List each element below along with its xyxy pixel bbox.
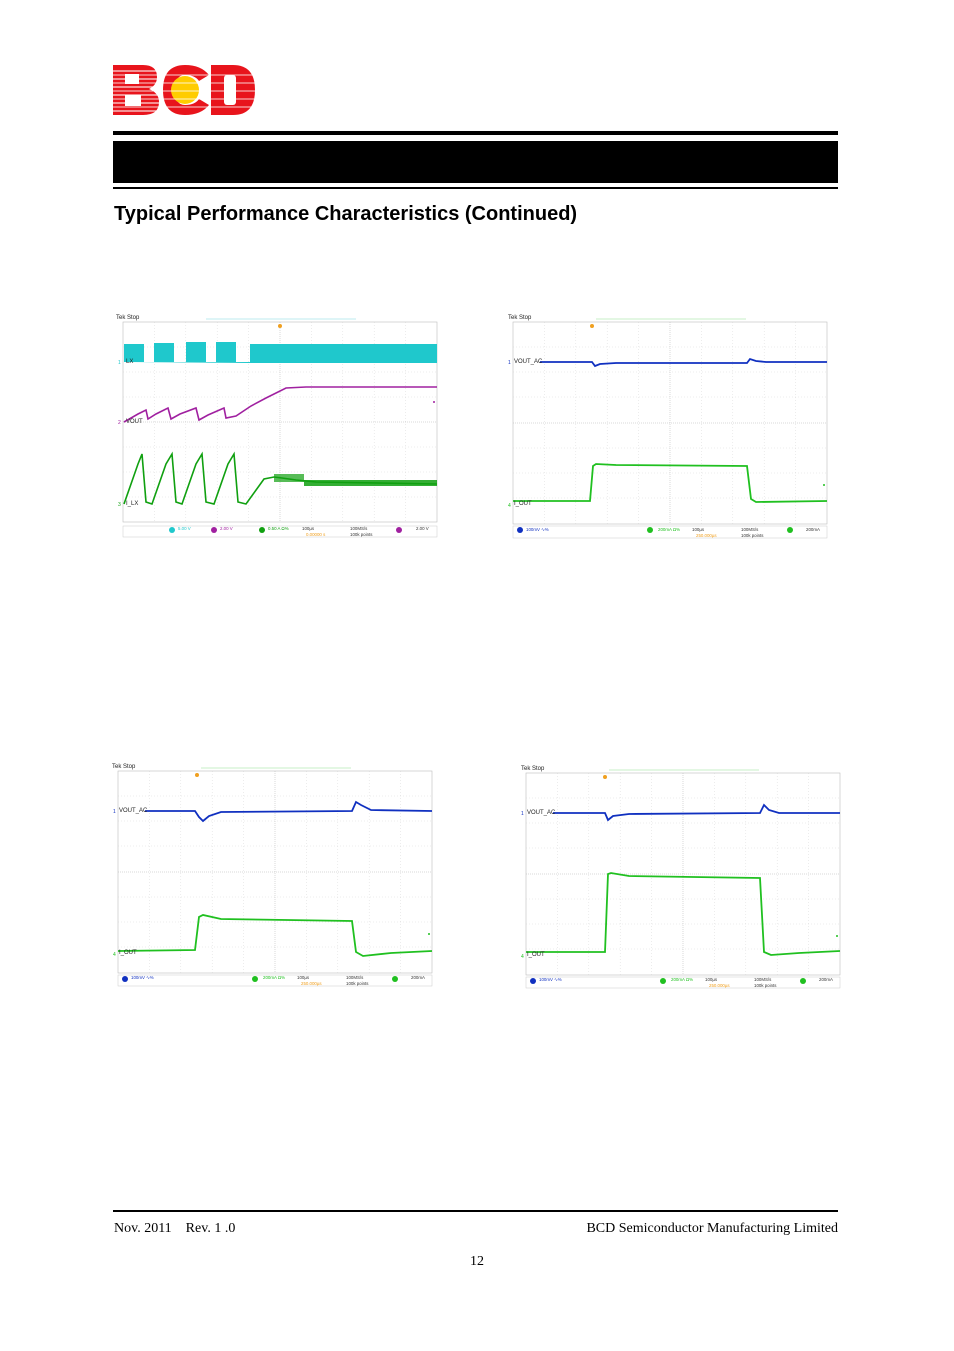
- status-ch1: 5.00 V: [178, 526, 191, 531]
- svg-text:3: 3: [118, 502, 121, 508]
- status-ch2: 200mA Ω%: [671, 977, 694, 982]
- scope-waveform-load-2: 1 4: [113, 767, 433, 987]
- status-position: 250.000µs: [709, 983, 730, 988]
- header-rule: [113, 131, 838, 135]
- svg-text:4: 4: [508, 503, 511, 509]
- tek-label: Tek Stop: [508, 315, 532, 321]
- status-ch2: 200mA Ω%: [658, 527, 681, 532]
- status-ch3: 0.50 A Ω%: [268, 526, 289, 531]
- status-trigger: 200mA: [806, 527, 820, 532]
- status-position: 250.000µs: [301, 981, 322, 986]
- scope-startup: Tek Stop 1 2 3 LX VOUT: [116, 314, 440, 540]
- status-timebase: 100µs: [692, 527, 705, 532]
- status-ch2: 2.00 V: [220, 526, 233, 531]
- svg-text:2: 2: [118, 420, 121, 426]
- status-rate: 100MS/s: [754, 977, 772, 982]
- status-trigger: 200mA: [411, 975, 425, 980]
- status-trigger: 2.00 V: [416, 526, 429, 531]
- channel-label-vout-ac: VOUT_AC: [527, 810, 556, 816]
- scope-load-transient-2: Tek Stop 1 4 VOUT_AC I_OUT 100mV ∿% 200m…: [111, 763, 435, 989]
- channel-label-iout: I_OUT: [514, 501, 532, 507]
- status-position: 0.00000 s: [306, 532, 326, 537]
- svg-text:1: 1: [113, 809, 116, 815]
- tek-label: Tek Stop: [116, 315, 140, 321]
- scope-load-transient-3: Tek Stop 1 4 VOUT_AC I_OUT 100mV ∿% 200m…: [519, 765, 843, 991]
- svg-text:4: 4: [113, 952, 116, 958]
- scope-waveform-load-1: 1 4: [508, 318, 828, 539]
- status-ch2: 200mA Ω%: [263, 975, 286, 980]
- page-number: 12: [470, 1254, 484, 1269]
- scope-waveform-startup: 1 2 3: [118, 318, 438, 538]
- tek-label: Tek Stop: [112, 764, 136, 770]
- svg-text:1: 1: [118, 360, 121, 366]
- channel-label-iout: I_OUT: [527, 952, 545, 958]
- channel-label-vout-ac: VOUT_AC: [119, 808, 148, 814]
- status-points: 100k points: [350, 532, 373, 537]
- status-points: 100k points: [346, 981, 369, 986]
- header-black-bar: [113, 141, 838, 183]
- footer-date-revision: Nov. 2011 Rev. 1 .0: [114, 1221, 236, 1236]
- svg-text:1: 1: [508, 360, 511, 366]
- status-points: 100k points: [754, 983, 777, 988]
- header-underline: [113, 187, 838, 189]
- status-timebase: 100µs: [302, 526, 315, 531]
- tek-label: Tek Stop: [521, 766, 545, 772]
- channel-label-ilx: I_LX: [126, 501, 139, 507]
- scope-waveform-load-3: 1 4: [521, 769, 841, 989]
- status-timebase: 100µs: [297, 975, 310, 980]
- status-rate: 100MS/s: [741, 527, 759, 532]
- status-timebase: 100µs: [705, 977, 718, 982]
- footer-company: BCD Semiconductor Manufacturing Limited: [586, 1221, 838, 1236]
- channel-label-iout: I_OUT: [119, 950, 137, 956]
- channel-label-vout-ac: VOUT_AC: [514, 359, 543, 365]
- scope-load-transient-1: Tek Stop 1 4 VOUT_AC I_OUT 100mV ∿% 200m…: [506, 314, 830, 542]
- status-position: 250.000µs: [696, 533, 717, 538]
- channel-label-vout: VOUT: [126, 419, 143, 425]
- svg-text:4: 4: [521, 954, 524, 960]
- status-trigger: 200mA: [819, 977, 833, 982]
- channel-label-lx: LX: [126, 359, 134, 365]
- status-rate: 100MS/s: [350, 526, 368, 531]
- bcd-logo: [113, 65, 255, 115]
- status-ch1: 100mV ∿%: [526, 527, 549, 532]
- status-ch1: 100mV ∿%: [131, 975, 154, 980]
- section-title: Typical Performance Characteristics (Con…: [114, 203, 578, 225]
- status-rate: 100MS/s: [346, 975, 364, 980]
- status-points: 100k points: [741, 533, 764, 538]
- footer-rule: [113, 1210, 838, 1212]
- status-ch1: 100mV ∿%: [539, 977, 562, 982]
- svg-text:1: 1: [521, 811, 524, 817]
